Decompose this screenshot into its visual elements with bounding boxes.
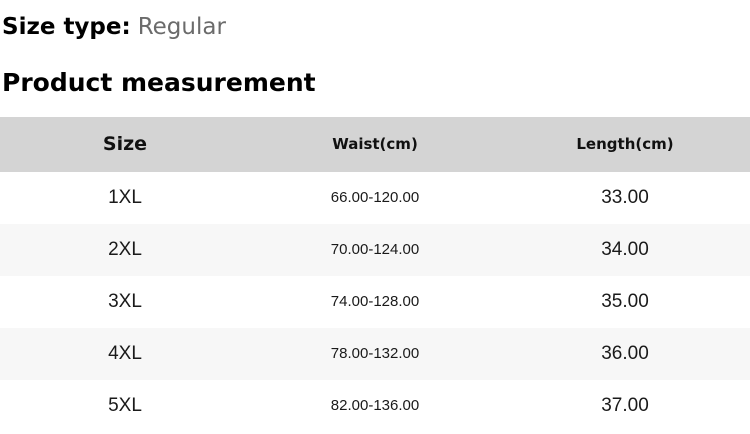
cell-waist: 82.00-136.00	[330, 397, 420, 415]
table-header: Size Waist(cm) Length(cm)	[0, 116, 750, 172]
cell-size: 2XL	[108, 238, 142, 260]
measurement-table: Size Waist(cm) Length(cm) 1XL 66.00-120.…	[0, 116, 750, 432]
size-type-value: Regular	[137, 14, 226, 40]
cell-waist: 66.00-120.00	[330, 189, 420, 207]
column-header-size: Size	[102, 133, 148, 156]
table-row: 3XL 74.00-128.00 35.00	[0, 275, 750, 328]
cell-size: 1XL	[108, 186, 142, 208]
cell-waist: 74.00-128.00	[330, 293, 420, 311]
cell-size: 3XL	[108, 290, 142, 312]
table-row: 5XL 82.00-136.00 37.00	[0, 379, 750, 432]
size-type-line: Size type: Regular	[2, 13, 750, 42]
table-body: 1XL 66.00-120.00 33.00 2XL 70.00-124.00 …	[0, 171, 750, 432]
table-row: 4XL 78.00-132.00 36.00	[0, 327, 750, 380]
cell-length: 34.00	[601, 238, 649, 260]
cell-length: 33.00	[601, 186, 649, 208]
column-header-length: Length(cm)	[576, 135, 674, 154]
section-title: Product measurement	[2, 67, 316, 97]
cell-length: 36.00	[601, 342, 649, 364]
cell-size: 5XL	[108, 394, 142, 416]
size-type-label: Size type:	[2, 14, 131, 40]
column-header-waist: Waist(cm)	[332, 135, 418, 154]
table-row: 2XL 70.00-124.00 34.00	[0, 223, 750, 276]
cell-size: 4XL	[108, 342, 142, 364]
cell-waist: 70.00-124.00	[330, 241, 420, 259]
cell-length: 35.00	[601, 290, 649, 312]
table-row: 1XL 66.00-120.00 33.00	[0, 171, 750, 224]
cell-waist: 78.00-132.00	[330, 345, 420, 363]
table-header-row: Size Waist(cm) Length(cm)	[0, 116, 750, 172]
cell-length: 37.00	[601, 394, 649, 416]
